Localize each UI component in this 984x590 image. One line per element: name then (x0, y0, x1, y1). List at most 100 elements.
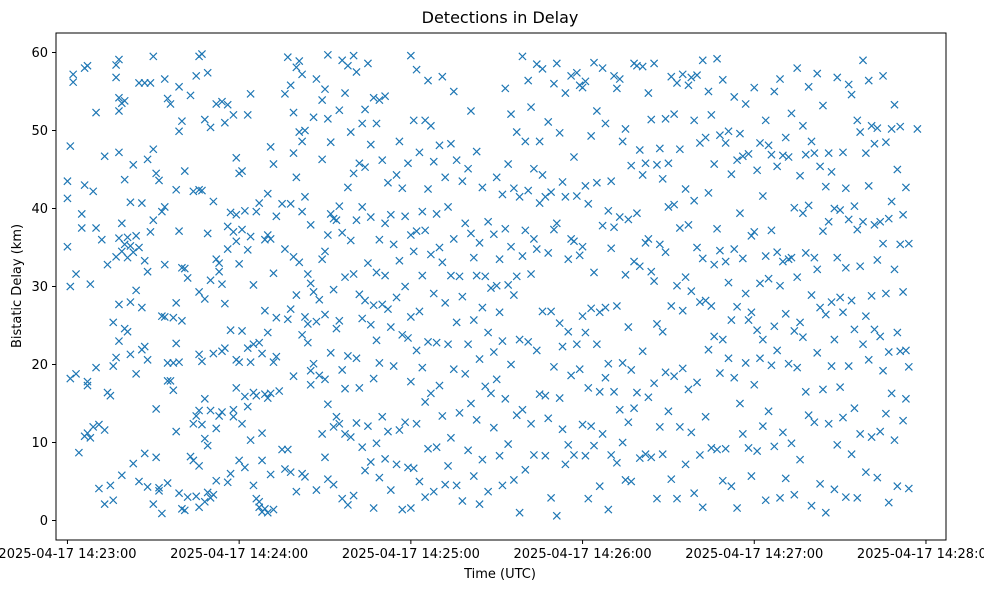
data-point (446, 433, 455, 442)
data-point (873, 473, 882, 482)
data-point (312, 74, 321, 84)
data-point (738, 429, 747, 438)
data-point (761, 116, 770, 125)
data-point (418, 363, 427, 372)
data-point (810, 418, 819, 427)
chart-title: Detections in Delay (422, 8, 579, 27)
data-point (695, 450, 704, 460)
y-tick-label: 20 (31, 358, 48, 373)
data-point (114, 55, 123, 64)
data-point (707, 443, 716, 452)
data-point (564, 255, 573, 264)
data-point (904, 362, 913, 371)
data-point (223, 100, 232, 109)
data-point (263, 230, 272, 240)
data-point (366, 320, 375, 329)
data-point (498, 337, 507, 346)
data-point (323, 230, 332, 240)
data-point (300, 126, 309, 135)
data-point (853, 225, 862, 234)
data-point (140, 78, 149, 87)
data-point (441, 298, 450, 307)
data-point (850, 325, 859, 334)
data-point (861, 312, 870, 321)
data-point (830, 204, 839, 213)
data-point (598, 429, 607, 438)
data-point (323, 400, 332, 409)
data-point (549, 362, 558, 371)
data-point (838, 413, 848, 422)
data-point (129, 459, 138, 468)
data-point (114, 106, 123, 116)
data-point (415, 307, 424, 316)
data-point (341, 89, 350, 98)
data-point (343, 183, 352, 192)
data-point (349, 169, 358, 178)
data-point (300, 472, 309, 481)
data-point (472, 147, 481, 156)
data-point (289, 372, 298, 381)
data-point (129, 248, 138, 257)
data-point (464, 340, 473, 349)
data-point (489, 347, 498, 357)
data-point (217, 97, 227, 106)
data-point (761, 252, 770, 261)
data-point (515, 335, 524, 344)
data-point (833, 73, 842, 82)
data-point (724, 278, 733, 287)
data-point (744, 149, 753, 158)
data-point (515, 192, 524, 201)
data-point (263, 508, 272, 517)
data-point (215, 267, 224, 276)
data-point (501, 224, 510, 233)
data-point (864, 355, 873, 364)
data-point (240, 206, 249, 215)
data-point (429, 487, 438, 496)
data-point (644, 393, 653, 402)
data-point (747, 472, 756, 481)
data-point (601, 303, 610, 312)
data-point (904, 484, 913, 493)
data-point (343, 61, 352, 70)
data-point (418, 271, 427, 280)
data-point (747, 231, 756, 240)
data-point (887, 124, 896, 133)
data-point (149, 52, 158, 61)
data-point (77, 209, 86, 218)
data-point (258, 429, 267, 438)
data-point (587, 131, 596, 140)
data-point (372, 119, 381, 128)
data-point (421, 226, 430, 235)
data-point (72, 269, 81, 279)
data-point (395, 256, 404, 265)
data-point (209, 349, 218, 358)
data-point (335, 106, 344, 115)
data-point (292, 173, 301, 182)
data-point (755, 138, 765, 148)
data-point (186, 452, 195, 461)
data-point (492, 173, 501, 182)
data-point (541, 192, 550, 201)
data-point (109, 362, 118, 371)
data-point (466, 399, 475, 408)
data-point (484, 217, 493, 226)
data-point (249, 481, 258, 490)
data-point (72, 369, 81, 378)
data-point (152, 404, 161, 413)
data-point (664, 159, 673, 168)
data-point (140, 342, 149, 351)
data-point (189, 187, 198, 196)
data-point (375, 358, 384, 367)
data-point (332, 216, 341, 225)
data-point (687, 428, 696, 437)
data-point (466, 229, 475, 238)
data-point (132, 286, 141, 295)
data-point (730, 245, 739, 254)
data-point (535, 390, 544, 399)
data-point (770, 87, 779, 96)
data-point (584, 494, 593, 503)
data-point (858, 217, 868, 226)
data-point (172, 339, 181, 348)
data-point (366, 457, 375, 467)
data-point (532, 60, 541, 69)
